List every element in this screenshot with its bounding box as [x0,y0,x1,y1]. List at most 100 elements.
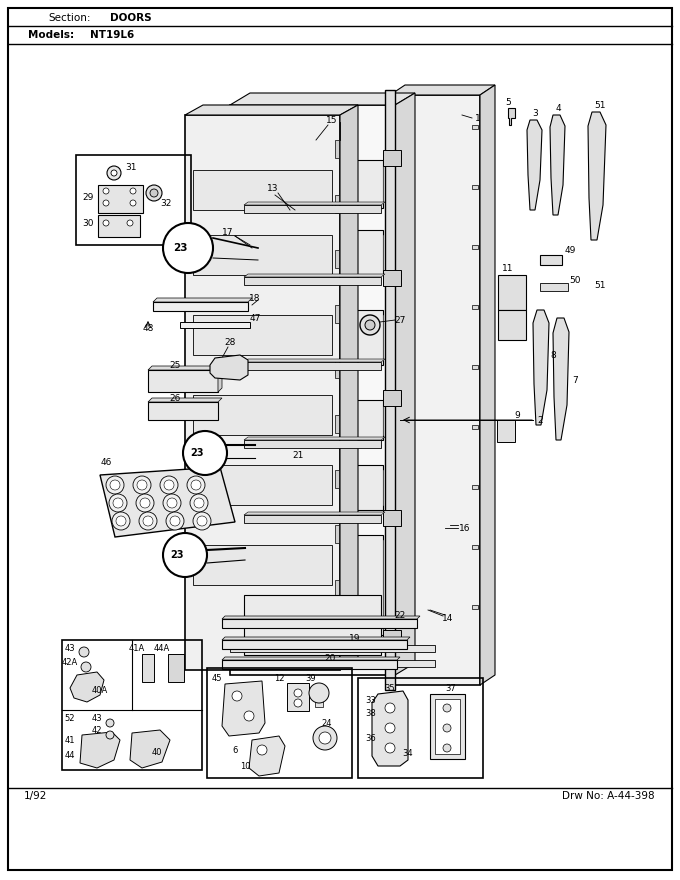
Bar [193,465,332,505]
Circle shape [309,683,329,703]
Circle shape [163,533,207,577]
Circle shape [187,476,205,494]
Text: 49: 49 [564,246,576,254]
Text: 46: 46 [101,458,112,466]
Bar [335,415,339,433]
Polygon shape [533,310,549,425]
Circle shape [365,320,375,330]
Text: 27: 27 [394,316,406,325]
Text: NT19L6: NT19L6 [90,30,134,40]
Text: 32: 32 [160,199,171,208]
Bar [540,283,568,291]
Polygon shape [244,359,385,362]
Bar [242,535,383,635]
Bar [142,654,154,682]
Polygon shape [588,112,606,240]
Circle shape [111,170,117,176]
Circle shape [319,732,331,744]
Text: 20: 20 [324,654,336,663]
Text: 12: 12 [274,673,284,683]
Bar [472,245,478,249]
Circle shape [106,476,124,494]
Polygon shape [550,115,565,215]
Circle shape [106,719,114,727]
Bar [222,660,397,669]
Bar [207,668,352,778]
Polygon shape [153,298,252,302]
Bar [242,400,383,440]
Bar [193,545,332,585]
Polygon shape [218,366,222,392]
Polygon shape [244,274,385,277]
Text: 42: 42 [92,725,102,735]
Text: 23: 23 [173,243,187,253]
Polygon shape [553,318,569,440]
Circle shape [313,726,337,750]
Text: 14: 14 [442,613,454,622]
Text: 51: 51 [594,281,606,290]
Text: 40A: 40A [92,686,108,694]
Polygon shape [372,691,408,766]
Text: 23: 23 [190,448,204,458]
Bar [287,683,309,711]
Bar [222,619,417,628]
Text: 43: 43 [92,714,102,722]
Bar [335,470,339,488]
Bar [498,275,526,310]
Polygon shape [70,672,104,702]
Polygon shape [244,512,385,515]
Bar [472,605,478,609]
Bar [335,580,339,598]
Polygon shape [222,657,400,660]
Polygon shape [230,227,242,233]
Bar [190,240,204,256]
Circle shape [257,745,267,755]
Text: 43: 43 [65,643,75,652]
Bar [62,640,202,770]
Circle shape [116,516,126,526]
Polygon shape [230,532,242,538]
Bar [472,125,478,129]
Circle shape [166,512,184,530]
Bar [148,370,218,392]
Circle shape [139,512,157,530]
Circle shape [443,744,451,752]
Bar [193,315,332,355]
Text: 39: 39 [306,673,316,683]
Text: 22: 22 [394,611,406,620]
Circle shape [127,220,133,226]
Circle shape [112,512,130,530]
Bar [193,395,332,435]
Circle shape [163,494,181,512]
Bar [383,390,401,406]
Bar [390,95,480,685]
Circle shape [294,699,302,707]
Polygon shape [210,355,248,380]
Text: 23: 23 [170,550,184,560]
Bar [472,185,478,189]
Text: 4: 4 [555,104,561,113]
Circle shape [443,704,451,712]
Circle shape [385,723,395,733]
Text: 16: 16 [459,524,471,532]
Bar [383,630,401,646]
Bar [207,446,219,460]
Circle shape [183,431,227,475]
Bar [98,185,143,213]
Polygon shape [230,93,415,105]
Bar [472,425,478,429]
Bar [148,402,218,420]
Text: 2: 2 [537,415,543,424]
Circle shape [130,188,136,194]
Circle shape [137,480,147,490]
Polygon shape [130,730,170,768]
Text: 38: 38 [366,708,376,717]
Bar [230,645,435,652]
Circle shape [294,689,302,697]
Circle shape [167,498,177,508]
Text: 30: 30 [82,218,94,228]
Bar [472,305,478,309]
Circle shape [113,498,123,508]
Bar [383,270,401,286]
Bar [168,654,184,682]
